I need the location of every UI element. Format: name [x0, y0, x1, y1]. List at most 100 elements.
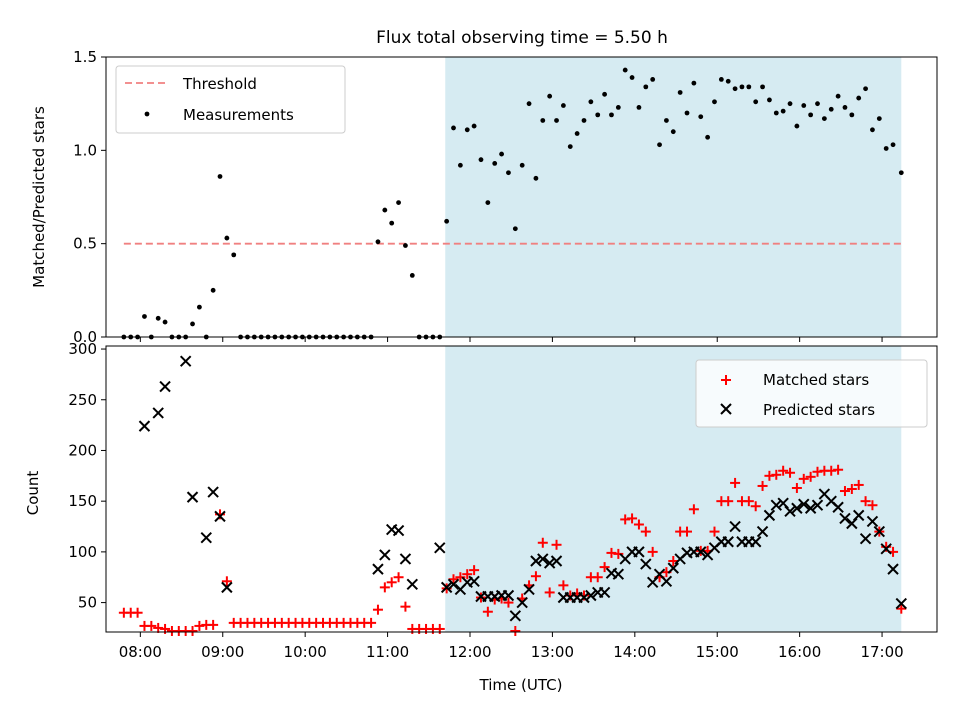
measurement-point — [554, 118, 559, 123]
predicted-star-point — [434, 542, 446, 554]
legend-matched-swatch — [721, 375, 731, 385]
measurement-point — [602, 91, 607, 97]
measurement-point — [499, 151, 504, 157]
x-tick-label: 12:00 — [448, 643, 491, 661]
matched-star-point — [805, 471, 816, 482]
measurement-point — [643, 84, 649, 90]
matched-star-point — [896, 603, 907, 614]
count-x-ticks: 08:00 09:00 10:00 11:00 12:00 13:00 14:00 15:00… — [119, 632, 904, 661]
x-tick-label: 15:00 — [696, 643, 739, 661]
predicted-star-point — [585, 589, 597, 602]
predicted-star-point — [598, 586, 611, 599]
matched-star-point — [709, 526, 720, 537]
y-tick-label: 0.0 — [73, 328, 97, 346]
predicted-star-point — [798, 498, 810, 510]
measurement-point — [396, 200, 401, 206]
y-tick-label: 1.5 — [73, 48, 97, 66]
measurement-point — [217, 174, 223, 179]
predicted-star-point — [722, 536, 734, 548]
matched-star-point — [482, 606, 493, 617]
measurement-point — [863, 86, 868, 92]
ratio-legend-box — [115, 65, 346, 134]
predicted-star-point — [372, 563, 384, 575]
measurement-point — [712, 99, 717, 105]
matched-star-point — [455, 572, 466, 583]
measurement-point — [739, 84, 745, 90]
measurement-point — [197, 304, 202, 310]
matched-star-point — [826, 465, 837, 476]
predicted-star-point — [399, 553, 412, 565]
measurement-point — [155, 315, 161, 321]
measurement-point — [210, 287, 216, 293]
measurement-point — [471, 123, 477, 129]
predicted-star-point — [729, 520, 741, 533]
measurement-point — [842, 105, 848, 110]
x-axis-label: Time (UTC) — [479, 676, 563, 694]
matched-star-point — [221, 576, 232, 587]
matched-star-point — [743, 496, 754, 507]
matched-star-point — [613, 548, 624, 559]
x-tick-label: 14:00 — [613, 643, 656, 661]
measurement-point — [760, 84, 765, 90]
predicted-star-point — [468, 575, 480, 587]
figure-title: Flux total observing time = 5.50 h — [376, 28, 668, 48]
measurement-point — [190, 321, 195, 327]
matched-star-point — [785, 467, 796, 478]
matched-star-point — [194, 620, 205, 631]
matched-star-point — [386, 577, 397, 588]
measurement-point — [684, 110, 690, 116]
predicted-star-point — [509, 610, 522, 622]
predicted-star-point — [523, 583, 535, 596]
predicted-star-point — [804, 502, 817, 514]
matched-star-point — [372, 604, 383, 615]
measurement-point — [718, 77, 724, 82]
predicted-star-point — [186, 491, 199, 503]
matched-star-point — [620, 514, 631, 525]
matched-star-point — [688, 504, 699, 515]
matched-star-point — [208, 619, 219, 630]
legend-threshold-label: Threshold — [182, 75, 257, 93]
ratio-panel: 0.0 0.5 1.0 1.5 Matched/Predicted stars Thr… — [30, 48, 938, 346]
matched-star-points — [118, 464, 907, 636]
matched-star-point — [592, 572, 603, 583]
matched-star-point — [853, 479, 864, 490]
legend-measurements-label: Measurements — [183, 106, 294, 124]
y-tick-label: 300 — [68, 340, 97, 358]
matched-star-point — [153, 622, 164, 633]
measurement-point — [732, 86, 738, 92]
matched-star-point — [448, 574, 459, 585]
predicted-star-points — [138, 355, 907, 622]
ratio-shaded-region — [445, 57, 902, 337]
predicted-star-point — [406, 578, 419, 591]
matched-star-point — [215, 509, 226, 520]
x-tick-label: 08:00 — [119, 643, 162, 661]
legend-measurements-swatch — [144, 111, 150, 117]
predicted-star-point — [866, 515, 879, 528]
measurement-point — [492, 161, 498, 166]
matched-star-point — [846, 484, 857, 494]
matched-star-point — [503, 597, 514, 608]
matched-star-point — [544, 587, 555, 598]
count-y-ticks: 50 100 150 200 250 300 — [68, 340, 106, 612]
matched-star-point — [132, 607, 143, 618]
predicted-star-point — [811, 499, 824, 511]
predicted-star-point — [379, 549, 391, 561]
ratio-legend: Threshold Measurements — [115, 65, 346, 134]
measurement-point — [691, 80, 697, 86]
predicted-star-point — [138, 420, 151, 432]
measurement-point — [773, 110, 779, 116]
measurement-point — [615, 105, 621, 110]
measurement-point — [849, 112, 855, 118]
y-tick-label: 250 — [68, 391, 97, 409]
predicted-star-point — [537, 553, 549, 565]
predicted-star-point — [873, 525, 886, 538]
predicted-star-point — [695, 546, 707, 558]
predicted-star-point — [200, 531, 212, 544]
predicted-star-point — [550, 555, 563, 567]
matched-star-point — [462, 569, 473, 580]
matched-star-point — [366, 617, 377, 628]
y-tick-label: 0.5 — [73, 235, 97, 253]
predicted-star-point — [543, 557, 556, 569]
predicted-star-point — [880, 543, 892, 555]
